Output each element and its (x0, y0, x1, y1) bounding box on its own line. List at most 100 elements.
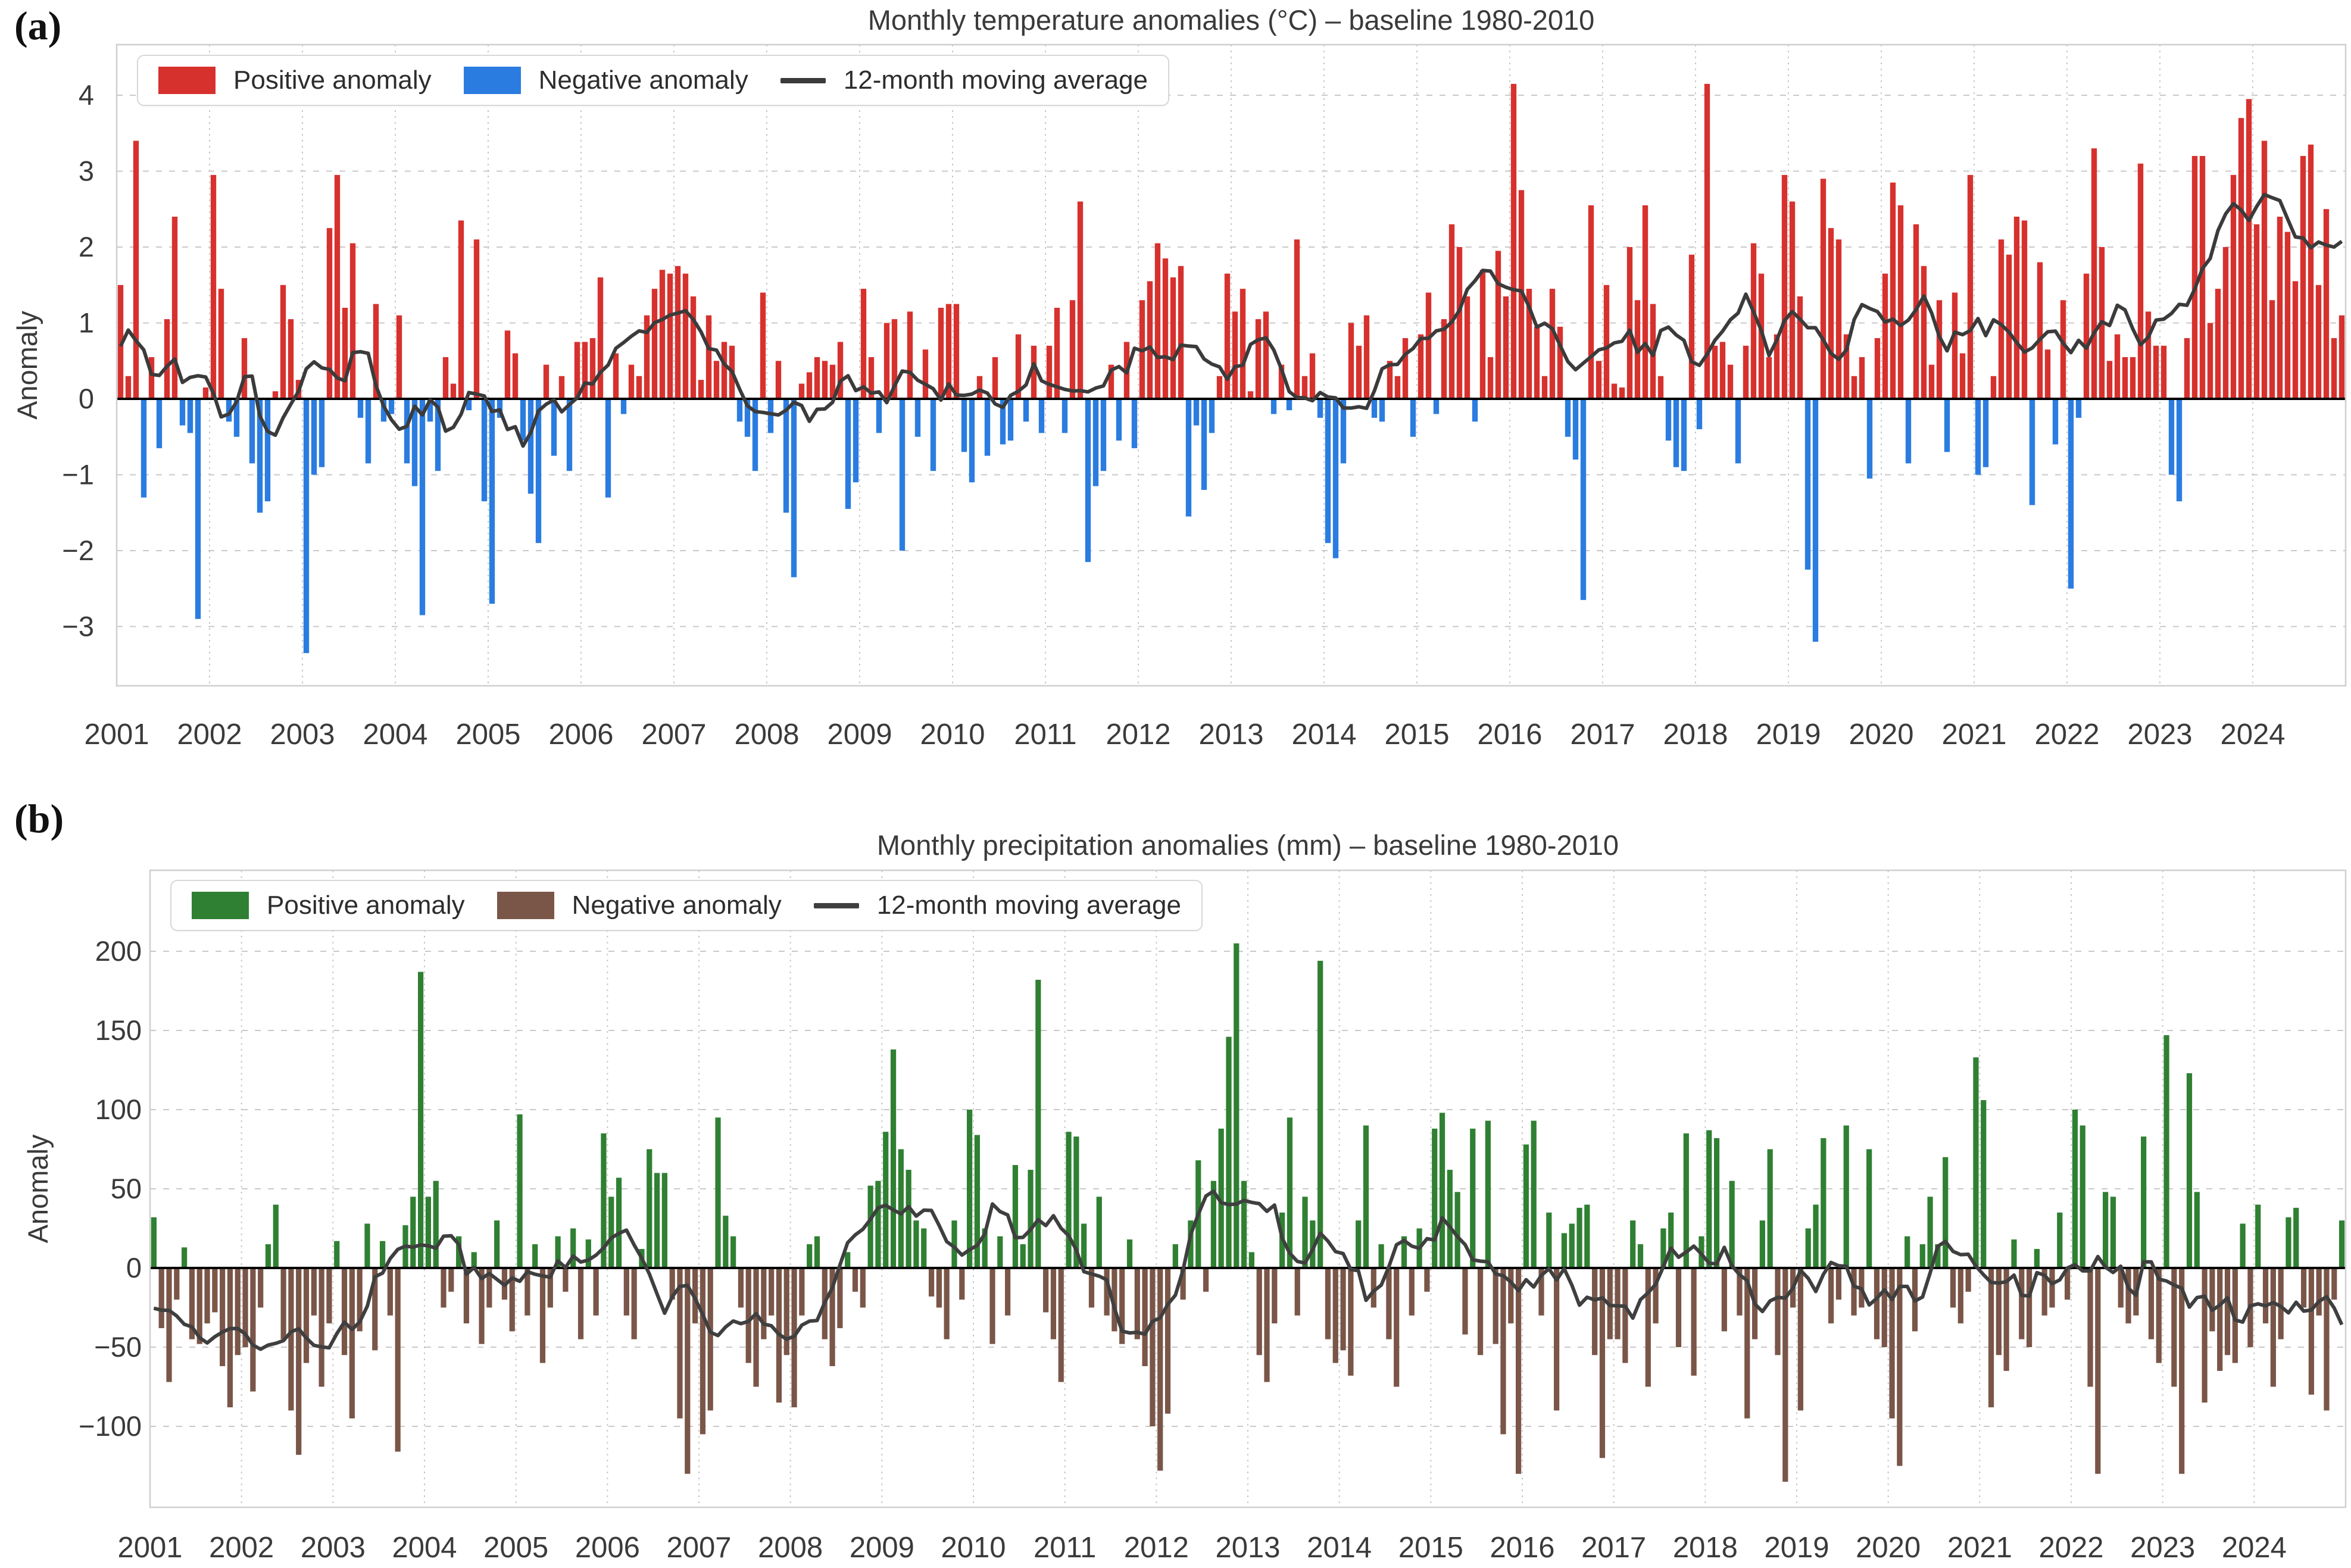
negative-bar (2202, 1268, 2208, 1403)
positive-bar (1820, 179, 1827, 399)
negative-bar (1975, 399, 1981, 475)
negative-bar (984, 399, 991, 456)
negative-bar (1157, 1268, 1163, 1471)
negative-bar (1332, 1268, 1338, 1363)
positive-bar (966, 1110, 973, 1268)
positive-bar (471, 1252, 477, 1268)
positive-bar (2083, 273, 2090, 399)
x-tick-label: 2015 (1384, 719, 1449, 751)
negative-bar (547, 1268, 553, 1308)
negative-bar (2217, 1268, 2223, 1371)
negative-bar (233, 399, 240, 437)
x-tick-label: 2010 (941, 1532, 1006, 1564)
positive-bar (1363, 315, 1370, 399)
positive-bar (273, 1204, 279, 1268)
x-tick-label: 2016 (1490, 1532, 1554, 1564)
positive-bar (1759, 1220, 1765, 1268)
positive-bar (1485, 1120, 1491, 1268)
negative-bar (1572, 399, 1579, 460)
positive-bar (1821, 1138, 1827, 1268)
negative-bar (1043, 1268, 1049, 1313)
negative-bar (2156, 1268, 2162, 1363)
negative-bar (388, 399, 395, 414)
positive-bar (2106, 361, 2113, 399)
positive-bar (1921, 266, 1927, 399)
positive-bar (613, 353, 619, 399)
positive-bar (1828, 228, 1834, 399)
x-tick-label: 2001 (84, 719, 149, 751)
positive-bar (661, 1173, 667, 1268)
positive-bar (1278, 364, 1285, 399)
positive-bar (616, 1177, 622, 1268)
negative-bar (1061, 399, 1068, 433)
positive-bar (860, 289, 867, 399)
y-tick-label: 200 (95, 935, 142, 967)
positive-bar (1904, 1236, 1910, 1268)
positive-bar (1239, 289, 1246, 399)
negative-bar (761, 1268, 767, 1339)
positive-bar (837, 342, 844, 399)
positive-bar (1712, 345, 1718, 399)
negative-bar (1950, 1268, 1956, 1308)
negative-bar (1538, 1268, 1544, 1316)
negative-bar (1164, 1268, 1171, 1414)
positive-bar (1704, 83, 1710, 399)
negative-bar (520, 399, 526, 441)
positive-bar (1439, 1113, 1445, 1268)
negative-bar (189, 1268, 195, 1339)
positive-bar (1108, 364, 1114, 399)
x-tick-label: 2005 (483, 1532, 548, 1564)
negative-bar (969, 399, 975, 483)
positive-bar (907, 311, 913, 399)
positive-bar (1012, 1165, 1019, 1268)
positive-bar (1028, 1170, 1034, 1268)
positive-bar (2137, 163, 2144, 399)
negative-bar (1866, 399, 1873, 479)
positive-bar (1356, 345, 1362, 399)
positive-bar (1523, 1144, 1529, 1268)
x-tick-label: 2013 (1215, 1532, 1280, 1564)
negative-bar (1508, 1268, 1514, 1324)
negative-bar (2179, 1268, 2185, 1474)
positive-bar (2277, 217, 2283, 399)
negative-bar (479, 1268, 485, 1344)
positive-bar (2292, 281, 2299, 399)
negative-bar (235, 1268, 241, 1355)
positive-bar (1743, 345, 1749, 399)
x-tick-label: 2011 (1034, 1532, 1096, 1564)
positive-bar (1660, 1228, 1666, 1268)
negative-bar (930, 399, 936, 471)
positive-bar (1232, 311, 1238, 399)
x-tick-label: 2001 (117, 1532, 182, 1564)
positive-bar (1750, 243, 1757, 399)
positive-bar (2240, 1223, 2246, 1268)
positive-bar (210, 174, 217, 399)
x-tick-label: 2020 (1849, 719, 1913, 751)
positive-bar (1919, 1244, 1925, 1268)
negative-bar (1599, 1268, 1606, 1458)
negative-bar (1058, 1268, 1064, 1382)
negative-bar (257, 399, 263, 513)
negative-bar (1092, 399, 1099, 486)
negative-bar (174, 1268, 180, 1300)
positive-bar (1348, 323, 1354, 399)
positive-bar (715, 1117, 721, 1268)
negative-bar (204, 1268, 210, 1324)
y-tick-label: 4 (79, 79, 94, 111)
x-tick-label: 2009 (850, 1532, 914, 1564)
positive-bar (1851, 376, 1857, 399)
negative-bar (486, 1268, 492, 1308)
positive-bar (2323, 209, 2330, 399)
negative-bar (195, 399, 201, 619)
positive-bar (775, 361, 782, 399)
y-tick-label: 0 (126, 1252, 142, 1283)
positive-bar (1859, 357, 1865, 399)
positive-bar (1959, 353, 1966, 399)
negative-bar (1410, 399, 1416, 437)
negative-bar (489, 399, 495, 604)
positive-bar (151, 1217, 157, 1268)
positive-bar (1897, 205, 1904, 399)
positive-bar (272, 391, 279, 399)
positive-bar (1935, 1244, 1941, 1268)
negative-bar (1996, 1268, 2002, 1355)
